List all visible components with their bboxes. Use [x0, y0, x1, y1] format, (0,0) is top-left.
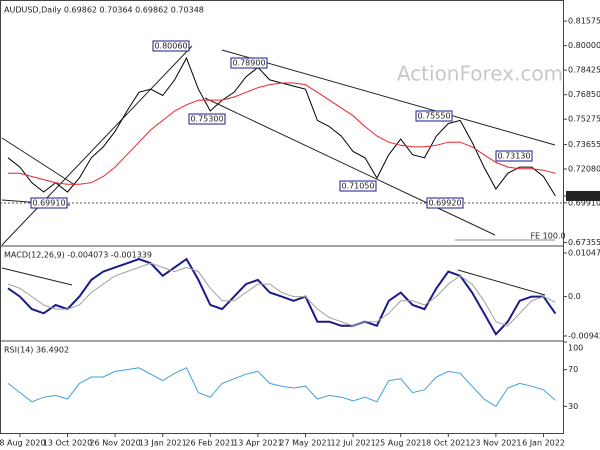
y-tick-label: 0.67355: [568, 238, 600, 247]
y-tick-label: 0.69910: [568, 198, 600, 207]
y-tick-label: 0.78425: [568, 66, 600, 75]
annotation-box: [339, 180, 377, 192]
annotation-box: [152, 40, 190, 52]
y-tick-label: 100: [568, 344, 583, 353]
annotation: 0.75300: [190, 115, 223, 124]
pane-title: MACD(12,26,9) -0.004073 -0.001339: [4, 251, 152, 260]
annotation: 0.78900: [232, 59, 265, 68]
annotation: 0.73130: [497, 152, 530, 161]
annotation-box: [415, 110, 453, 122]
annotation: 0.75550: [417, 112, 450, 121]
annotation: 0.69920: [428, 199, 461, 208]
pane-title: AUDUSD,Daily 0.69862 0.70364 0.69862 0.7…: [4, 6, 204, 15]
annotation: 0.71050: [341, 182, 374, 191]
series-line: [8, 82, 556, 185]
x-tick-label: 27 May 2021: [279, 439, 331, 448]
series-line: [7, 262, 556, 327]
pane-title: RSI(14) 36.4902: [4, 346, 69, 355]
y-tick-label: -0.009426: [568, 331, 600, 340]
x-tick-label: 6 Jan 2022: [522, 439, 565, 448]
annotation: FE 100.0: [530, 232, 565, 241]
x-tick-label: 13 Oct 2020: [43, 439, 92, 448]
frame: [0, 0, 564, 434]
annotation-box: [230, 57, 268, 69]
y-tick-label: 0.81575: [568, 17, 600, 26]
x-tick-label: 26 Feb 2021: [185, 439, 235, 448]
series-line: [7, 367, 556, 408]
x-tick-label: 8 Oct 2021: [426, 439, 470, 448]
y-tick-label: 0.010472: [568, 249, 600, 258]
y-tick-label: 0.70348: [568, 191, 600, 200]
x-tick-label: 23 Nov 2021: [470, 439, 521, 448]
annotation-box: [30, 197, 68, 209]
y-tick-label: 0.0: [568, 292, 581, 301]
y-tick-label: 0.80000: [568, 41, 600, 50]
y-tick-label: 0.75275: [568, 115, 600, 124]
y-tick-label: 30: [568, 402, 578, 411]
x-tick-label: 28 Aug 2020: [0, 439, 46, 448]
x-tick-label: 26 Nov 2020: [89, 439, 140, 448]
series-line: [7, 257, 557, 336]
y-tick-label: 0.76850: [568, 90, 600, 99]
watermark: ActionForex.com: [397, 62, 563, 86]
x-tick-label: 25 Aug 2021: [375, 439, 426, 448]
x-tick-label: 12 Jul 2021: [330, 439, 375, 448]
x-tick-label: 13 Jan 2021: [139, 439, 187, 448]
annotation-box: [188, 113, 226, 125]
annotation-box: [495, 150, 533, 162]
price-marker: [566, 190, 600, 201]
y-tick-label: 70: [568, 365, 578, 374]
x-tick-label: 13 Apr 2021: [233, 439, 282, 448]
y-tick-label: 0.72080: [568, 164, 600, 173]
y-tick-label: 0.73655: [568, 140, 600, 149]
annotation-box: [426, 197, 464, 209]
annotation: 0.69910: [32, 199, 65, 208]
annotation: 0.80060: [154, 42, 187, 51]
